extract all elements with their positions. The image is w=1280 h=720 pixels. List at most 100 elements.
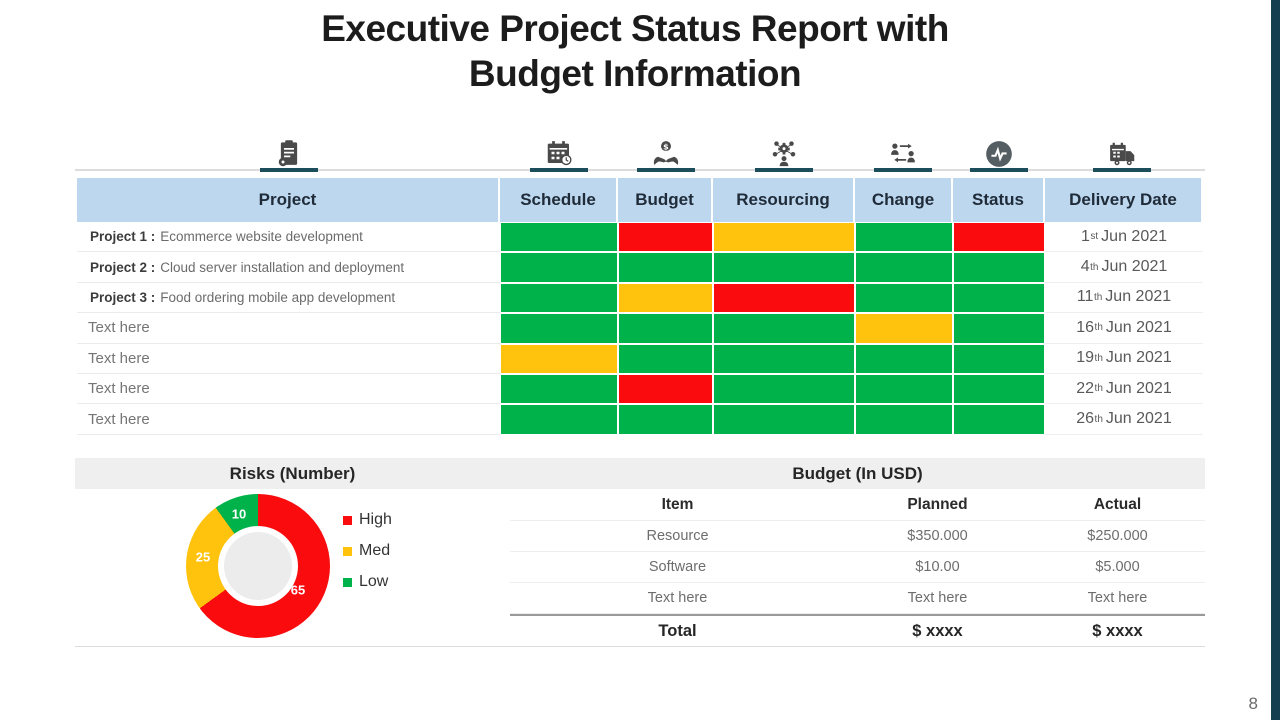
change-icon-underline [874, 168, 932, 172]
budget-cell: Software [510, 552, 845, 583]
slide-page-number: 8 [1248, 694, 1258, 713]
status-cell-yellow [713, 222, 855, 253]
status-cell-green [953, 282, 1045, 314]
delivery-icon-underline [1093, 168, 1151, 172]
donut-label-low: 10 [231, 506, 247, 522]
budget-header-item: Item [510, 489, 845, 521]
donut-hole [224, 532, 292, 600]
column-header-delivery-date: Delivery Date [1045, 178, 1203, 222]
status-cell-green [618, 343, 713, 374]
page-title-line1: Executive Project Status Report with [321, 8, 949, 49]
column-header-project: Project [77, 178, 500, 222]
risks-section-title: Risks (Number) [229, 463, 356, 483]
legend-swatch-icon [343, 577, 352, 587]
right-edge-accent-bar [1271, 0, 1280, 720]
project-cell: Text here [77, 374, 500, 405]
status-cell-green [500, 404, 618, 435]
budget-cell: Text here [845, 583, 1030, 614]
status-cell-green [855, 222, 953, 253]
project-cell: Project 1 : Ecommerce website development [77, 222, 500, 253]
project-cell: Project 3 : Food ordering mobile app deve… [77, 283, 500, 314]
budget-cell: $10.00 [845, 552, 1030, 583]
status-cell-green [713, 404, 855, 435]
budget-cell: $350.000 [845, 521, 1030, 552]
resourcing-icon-underline [755, 168, 813, 172]
project-cell: Text here [77, 344, 500, 374]
calendar-clock-icon [543, 138, 575, 168]
status-cell-green [500, 252, 618, 283]
column-header-status: Status [953, 178, 1045, 222]
status-cell-green [500, 222, 618, 253]
column-header-budget: Budget [618, 178, 713, 222]
status-cell-green [618, 313, 713, 344]
donut-ring: 65 25 10 [186, 494, 330, 638]
budget-total-cell: $ xxxx [845, 614, 1030, 646]
svg-text:$: $ [663, 141, 669, 151]
risks-legend: High Med Low [343, 511, 392, 591]
legend-swatch-icon [343, 546, 352, 556]
legend-item-med: Med [343, 542, 392, 560]
budget-cell: $5.000 [1030, 552, 1205, 583]
budget-section-title: Budget (In USD) [792, 463, 923, 483]
status-cell-red [618, 373, 713, 405]
column-header-change: Change [855, 178, 953, 222]
budget-cell: $250.000 [1030, 521, 1205, 552]
budget-cell: Resource [510, 521, 845, 552]
status-cell-red [953, 222, 1045, 253]
project-cell: Text here [77, 404, 500, 435]
resourcing-gears-icon [768, 138, 800, 168]
donut-label-med: 25 [195, 549, 211, 565]
status-cell-green [855, 282, 953, 314]
status-cell-green [953, 373, 1045, 405]
clipboard-gear-icon [273, 138, 305, 168]
budget-total-cell: $ xxxx [1030, 614, 1205, 646]
legend-label: High [359, 511, 392, 528]
status-pulse-icon [985, 140, 1013, 168]
change-people-arrows-icon [887, 138, 919, 168]
legend-swatch-icon [343, 515, 352, 525]
column-header-schedule: Schedule [500, 178, 618, 222]
status-cell-green [713, 373, 855, 405]
column-header-resourcing: Resourcing [713, 178, 855, 222]
budget-cell: Text here [1030, 583, 1205, 614]
status-cell-green [953, 343, 1045, 374]
status-cell-green [855, 404, 953, 435]
status-cell-green [953, 313, 1045, 344]
status-cell-green [713, 343, 855, 374]
budget-cell: Text here [510, 583, 845, 614]
status-cell-green [618, 404, 713, 435]
schedule-icon-underline [530, 168, 588, 172]
status-cell-green [618, 252, 713, 283]
page-title: Executive Project Status Report with Bud… [0, 6, 1270, 96]
status-cell-green [713, 252, 855, 283]
delivery-truck-icon [1106, 138, 1138, 168]
status-cell-green [855, 343, 953, 374]
legend-item-low: Low [343, 573, 392, 591]
project-status-table: Project Schedule Budget Resourcing Chang… [77, 178, 1203, 435]
status-cell-green [953, 404, 1045, 435]
donut-label-high: 65 [290, 582, 306, 598]
status-cell-green [713, 313, 855, 344]
lower-section-bottom-line [75, 646, 1205, 647]
status-cell-yellow [618, 282, 713, 314]
status-cell-yellow [500, 343, 618, 374]
status-icon-underline [970, 168, 1028, 172]
status-cell-green [855, 373, 953, 405]
status-cell-green [500, 373, 618, 405]
status-cell-green [500, 313, 618, 344]
budget-header-planned: Planned [845, 489, 1030, 521]
project-cell: Text here [77, 313, 500, 344]
status-cell-green [953, 252, 1045, 283]
project-cell: Project 2 : Cloud server installation and… [77, 252, 500, 283]
status-cell-yellow [855, 313, 953, 344]
project-icon-underline [260, 168, 318, 172]
status-cell-red [618, 222, 713, 253]
